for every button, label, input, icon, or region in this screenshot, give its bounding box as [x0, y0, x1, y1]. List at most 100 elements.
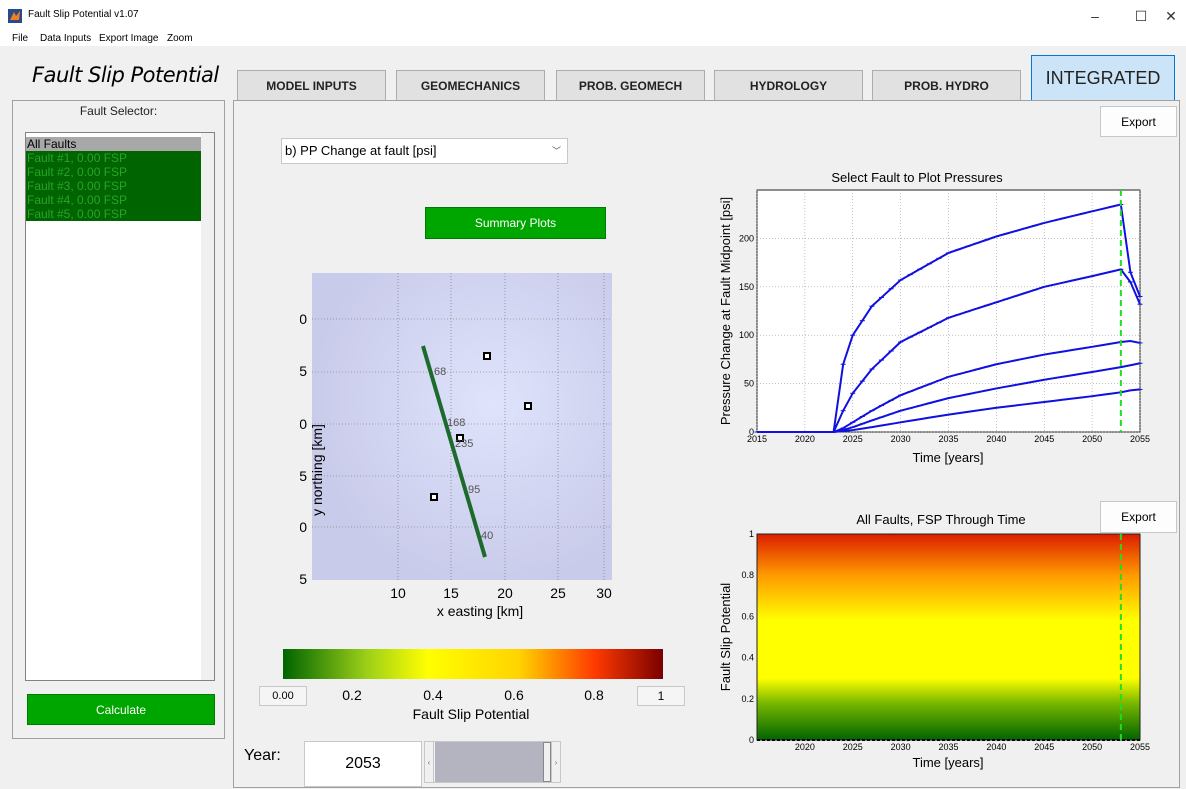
x-tick-label: 2045: [1034, 434, 1054, 444]
y-tick-label: 0.4: [741, 653, 754, 663]
map-background: [312, 273, 612, 580]
menu-file[interactable]: File: [12, 33, 29, 44]
map-y-axis-label: y northing [km]: [309, 424, 325, 516]
close-button[interactable]: ✕: [1165, 7, 1177, 24]
colorbar-title: Fault Slip Potential: [413, 706, 530, 722]
x-tick-label: 10: [390, 585, 406, 601]
x-tick-label: 2020: [795, 742, 815, 752]
pressure-chart: Select Fault to Plot Pressures 0 50 100 150…: [718, 170, 1150, 465]
summary-plots-button[interactable]: Summary Plots: [425, 207, 606, 239]
colorbar-max-input[interactable]: 1: [637, 686, 685, 706]
fsp-chart-xlabel: Time [years]: [912, 755, 983, 770]
tab-hydrology[interactable]: HYDROLOGY: [714, 70, 863, 102]
year-slider[interactable]: ‹ ›: [424, 741, 561, 783]
x-tick-label: 2035: [938, 742, 958, 752]
well-marker[interactable]: [483, 352, 491, 360]
colorbar-tick: 0.8: [584, 687, 604, 703]
fault-label: 235: [455, 438, 473, 450]
x-tick-label: 2035: [938, 434, 958, 444]
menu-export-image[interactable]: Export Image: [99, 33, 159, 44]
map-x-axis-label: x easting [km]: [437, 603, 523, 619]
window-title: Fault Slip Potential v1.07: [28, 9, 139, 20]
menu-zoom[interactable]: Zoom: [167, 33, 193, 44]
x-tick-label: 15: [443, 585, 459, 601]
pressure-chart-xlabel: Time [years]: [912, 450, 983, 465]
y-tick-label: 15: [300, 363, 307, 379]
app-icon: [8, 9, 22, 23]
pressure-chart-ylabel: Pressure Change at Fault Midpoint [psi]: [718, 197, 733, 425]
pressure-chart-title: Select Fault to Plot Pressures: [831, 170, 1003, 185]
list-item-fault-3[interactable]: Fault #3, 0.00 FSP: [26, 179, 201, 193]
list-item-all-faults[interactable]: All Faults: [26, 137, 201, 151]
well-marker[interactable]: [430, 493, 438, 501]
x-tick-label: 2030: [891, 742, 911, 752]
y-tick-label: 10: [300, 416, 307, 432]
tab-prob-geomech[interactable]: PROB. GEOMECH: [556, 70, 705, 102]
x-tick-label: 2025: [843, 434, 863, 444]
calculate-button[interactable]: Calculate: [27, 694, 215, 725]
tab-prob-hydro[interactable]: PROB. HYDRO: [872, 70, 1021, 102]
colorbar-min-input[interactable]: 0.00: [259, 686, 307, 706]
maximize-button[interactable]: ☐: [1134, 7, 1148, 24]
well-marker[interactable]: [524, 402, 532, 410]
year-value: 2053: [304, 741, 422, 787]
fault-label: 95: [468, 484, 480, 496]
fault-selector-label: Fault Selector:: [79, 104, 158, 118]
y-tick-label: 150: [739, 282, 754, 292]
colorbar-tick: 0.6: [504, 687, 524, 703]
fsp-time-chart: All Faults, FSP Through Time 0 0.2 0.4 0.6 0…: [718, 512, 1150, 770]
x-tick-label: 2015: [747, 434, 767, 444]
app-heading: Fault Slip Potential: [32, 63, 219, 87]
title-bar: [0, 0, 1186, 32]
fault-list[interactable]: [25, 132, 215, 681]
y-tick-label: 0.6: [741, 611, 754, 621]
export-bottom-button[interactable]: Export: [1100, 501, 1177, 533]
fault-list-scrollbar[interactable]: [201, 133, 214, 680]
x-tick-label: 2050: [1082, 742, 1102, 752]
tab-model-inputs[interactable]: MODEL INPUTS: [237, 70, 386, 102]
y-tick-label: 20: [300, 311, 307, 327]
x-tick-label: 2055: [1130, 434, 1150, 444]
list-item-fault-1[interactable]: Fault #1, 0.00 FSP: [26, 151, 201, 165]
slider-thumb[interactable]: [543, 742, 551, 782]
slider-left-arrow[interactable]: ‹: [425, 742, 434, 782]
menu-data-inputs[interactable]: Data Inputs: [40, 33, 92, 44]
x-tick-label: 2020: [795, 434, 815, 444]
x-tick-label: 20: [497, 585, 513, 601]
tab-integrated[interactable]: INTEGRATED: [1031, 55, 1175, 102]
fault-line[interactable]: [421, 345, 487, 558]
chevron-down-icon: ﹀: [552, 146, 562, 156]
export-top-button[interactable]: Export: [1100, 106, 1177, 137]
fault-label: 68: [434, 366, 446, 378]
fault-map: 68 168 235 95 40 20 15 10 5 0 -5 10 15 2…: [300, 273, 612, 619]
colorbar-tick: 0.2: [342, 687, 362, 703]
slider-track-fill: [435, 742, 551, 782]
year-label: Year:: [244, 747, 281, 764]
fsp-chart-ylabel: Fault Slip Potential: [718, 583, 733, 692]
x-tick-label: 2045: [1034, 742, 1054, 752]
list-item-fault-2[interactable]: Fault #2, 0.00 FSP: [26, 165, 201, 179]
well-marker[interactable]: [456, 434, 464, 442]
fsp-chart-title: All Faults, FSP Through Time: [856, 512, 1025, 527]
x-tick-label: 2055: [1130, 742, 1150, 752]
slider-right-arrow[interactable]: ›: [551, 742, 560, 782]
y-tick-label: 200: [739, 233, 754, 243]
x-tick-label: 2030: [891, 434, 911, 444]
list-item-fault-5[interactable]: Fault #5, 0.00 FSP: [26, 207, 201, 221]
y-tick-label: 5: [300, 468, 307, 484]
map-y-axis: y northing [km]: [309, 424, 325, 516]
colorbar-tick: 0.4: [423, 687, 443, 703]
tab-geomechanics[interactable]: GEOMECHANICS: [396, 70, 545, 102]
x-tick-label: 2025: [843, 742, 863, 752]
x-tick-label: 25: [550, 585, 566, 601]
menu-bar: [0, 32, 1186, 46]
y-tick-label: 0: [300, 519, 307, 535]
plot-type-select[interactable]: b) PP Change at fault [psi]: [281, 138, 568, 164]
y-tick-label: 100: [739, 330, 754, 340]
x-tick-label: 2050: [1082, 434, 1102, 444]
fsp-heatmap: [756, 533, 1141, 741]
x-tick-label: 30: [596, 585, 612, 601]
minimize-button[interactable]: –: [1091, 8, 1099, 24]
list-item-fault-4[interactable]: Fault #4, 0.00 FSP: [26, 193, 201, 207]
y-tick-label: 1: [749, 529, 754, 539]
